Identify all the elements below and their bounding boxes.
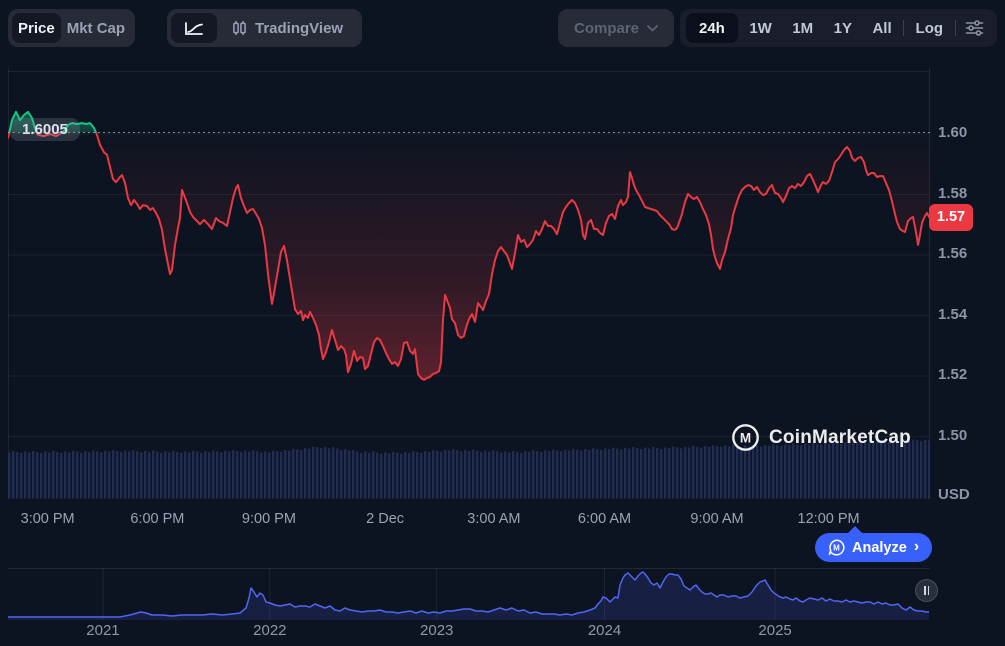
y-axis-unit-label: USD [938,486,970,503]
range-1y-button[interactable]: 1Y [825,20,861,37]
mktcap-tab[interactable]: Mkt Cap [61,13,131,43]
cmc-bubble-logo-icon: M [828,539,845,556]
y-axis-label: 1.58 [938,184,968,202]
year-label: 2021 [86,622,120,639]
timeframe-selector: 24h 1W 1M 1Y All Log [680,9,997,47]
analyze-label: Analyze [852,539,907,556]
svg-text:M: M [833,544,840,553]
analyze-tooltip-pointer [847,526,863,534]
compare-label: Compare [574,19,640,37]
x-axis-label: 3:00 AM [467,511,521,527]
chevron-down-icon [647,24,658,32]
navigator-handle[interactable] [915,579,938,602]
open-price-label: 1.6005 [10,118,80,141]
candlestick-icon [232,20,247,36]
svg-text:M: M [740,431,751,446]
coinmarketcap-watermark: M CoinMarketCap [731,423,911,452]
range-24h-button[interactable]: 24h [686,13,738,43]
x-axis-label: 9:00 AM [690,511,744,527]
x-axis-label: 6:00 PM [130,511,185,527]
year-label: 2024 [587,622,622,639]
y-axis-label: 1.56 [938,245,968,262]
range-all-button[interactable]: All [863,20,900,37]
range-navigator[interactable] [8,568,930,620]
x-axis-label: 2 Dec [366,511,405,527]
tradingview-label: TradingView [255,19,344,37]
chart-type-toggle: TradingView [167,9,363,47]
x-axis-label: 6:00 AM [577,511,632,527]
line-chart-icon [184,21,204,36]
log-scale-button[interactable]: Log [907,20,953,37]
compare-button[interactable]: Compare [558,9,675,47]
price-chart-canvas[interactable] [8,68,930,500]
x-axis-label: 12:00 PM [797,511,860,527]
x-axis-label: 3:00 PM [20,511,75,527]
chart-settings-button[interactable] [958,20,991,36]
sliders-icon [965,20,984,36]
analyze-button[interactable]: M Analyze › [815,533,933,562]
watermark-brand-text: CoinMarketCap [769,426,911,448]
range-1m-button[interactable]: 1M [783,20,822,37]
tradingview-button[interactable]: TradingView [217,13,358,43]
year-label: 2023 [420,622,454,639]
divider [903,20,905,36]
last-price-badge: 1.57 [929,204,973,231]
range-1w-button[interactable]: 1W [740,20,781,37]
coinmarketcap-logo-icon: M [731,423,760,452]
year-label: 2022 [253,622,287,639]
y-axis-label: 1.60 [938,124,968,141]
price-tab[interactable]: Price [12,13,61,43]
divider [954,20,956,36]
x-axis-label: 9:00 PM [241,511,296,527]
y-axis-label: 1.54 [938,305,968,323]
y-axis-label: 1.50 [938,426,968,444]
line-chart-button[interactable] [171,13,217,43]
price-mktcap-toggle: Price Mkt Cap [8,9,136,47]
year-label: 2025 [758,622,792,639]
y-axis-label: 1.52 [938,366,968,383]
chevron-right-icon: › [913,537,920,555]
